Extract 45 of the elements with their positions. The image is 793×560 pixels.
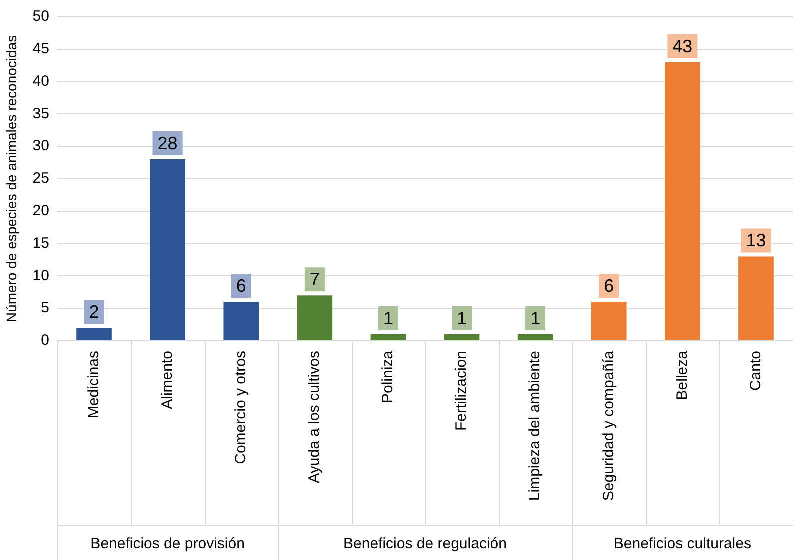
bar xyxy=(738,256,774,340)
text: Beneficios culturales xyxy=(614,536,752,553)
text: Beneficios de regulación xyxy=(344,536,507,553)
bar xyxy=(370,334,406,340)
data-label: 1 xyxy=(457,308,468,328)
x-tick-label: Medicinas xyxy=(85,351,102,419)
data-label: 6 xyxy=(236,276,246,296)
bar xyxy=(665,62,700,340)
data-label: 6 xyxy=(604,276,614,296)
data-label: 7 xyxy=(310,270,320,290)
bar xyxy=(297,296,333,340)
text: Beneficios de provisión xyxy=(90,536,245,553)
bar xyxy=(150,160,186,340)
y-tick-label: 0 xyxy=(41,332,50,350)
y-tick-label: 50 xyxy=(32,8,50,26)
x-tick-label: Fertilizacion xyxy=(453,351,470,432)
data-label: 2 xyxy=(89,302,100,322)
bar xyxy=(518,334,554,340)
y-tick-label: 45 xyxy=(32,40,50,58)
y-tick-label: 20 xyxy=(32,202,50,220)
bar xyxy=(76,328,112,340)
y-tick-label: 15 xyxy=(32,234,50,252)
bar xyxy=(444,334,480,340)
x-tick-label: Alimento xyxy=(158,351,176,410)
bar xyxy=(224,302,260,340)
data-label: 1 xyxy=(383,308,394,328)
x-tick-label: Comercio y otros xyxy=(232,351,250,464)
y-tick-label: 35 xyxy=(32,105,50,122)
x-tick-label: Canto xyxy=(747,351,764,392)
x-tick-label: Poliniza xyxy=(380,350,397,404)
y-tick-label: 40 xyxy=(32,72,50,90)
data-label: 13 xyxy=(746,230,766,251)
x-tick-label: Limpieza del ambiente xyxy=(526,351,544,502)
y-tick-label: 30 xyxy=(32,138,50,155)
y-tick-label: 5 xyxy=(41,300,50,317)
y-tick-label: 25 xyxy=(32,170,50,188)
data-label: 43 xyxy=(672,36,693,56)
x-tick-label: Ayuda a los cultivos xyxy=(306,351,324,484)
y-tick-label: 10 xyxy=(32,267,50,284)
bar xyxy=(591,302,627,340)
data-label: 1 xyxy=(530,308,541,328)
data-label: 28 xyxy=(158,134,178,154)
y-axis-title: Número de especies de animales reconocidas xyxy=(3,35,20,323)
x-tick-label: Belleza xyxy=(674,350,691,400)
x-tick-label: Seguridad y compañía xyxy=(600,350,618,502)
